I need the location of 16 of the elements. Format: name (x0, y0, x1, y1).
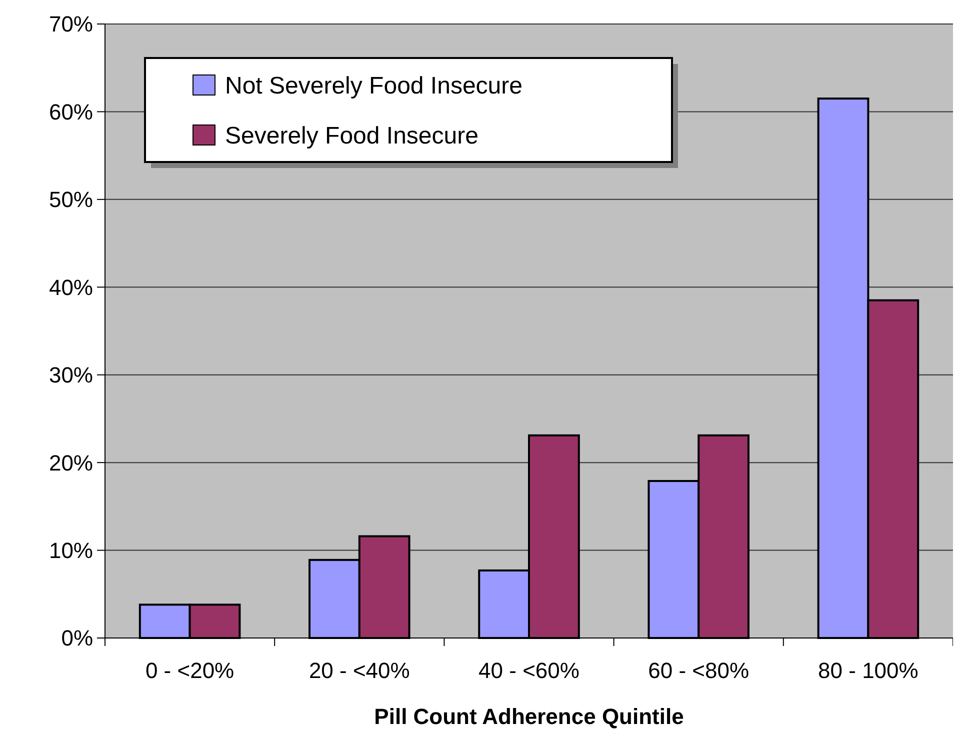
x-tick-label: 0 - <20% (145, 658, 234, 683)
x-tick-label: 20 - <40% (308, 658, 410, 683)
x-tick-label: 80 - 100% (818, 658, 918, 683)
y-tick-label: 20% (48, 450, 93, 476)
y-tick-label: 30% (48, 362, 93, 388)
legend-label: Not Severely Food Insecure (225, 72, 522, 100)
y-tick-label: 60% (48, 99, 93, 124)
legend-label: Severely Food Insecure (225, 122, 478, 150)
y-tick-label: 50% (48, 187, 93, 212)
x-tick-label: 40 - <60% (478, 658, 580, 683)
x-tick-label: 60 - <80% (648, 658, 750, 683)
x-axis-title: Pill Count Adherence Quintile (374, 704, 684, 729)
y-tick-label: 0% (61, 626, 93, 651)
y-tick-label: 10% (48, 538, 93, 563)
y-tick-label: 40% (48, 274, 93, 300)
y-tick-label: 70% (48, 12, 93, 37)
